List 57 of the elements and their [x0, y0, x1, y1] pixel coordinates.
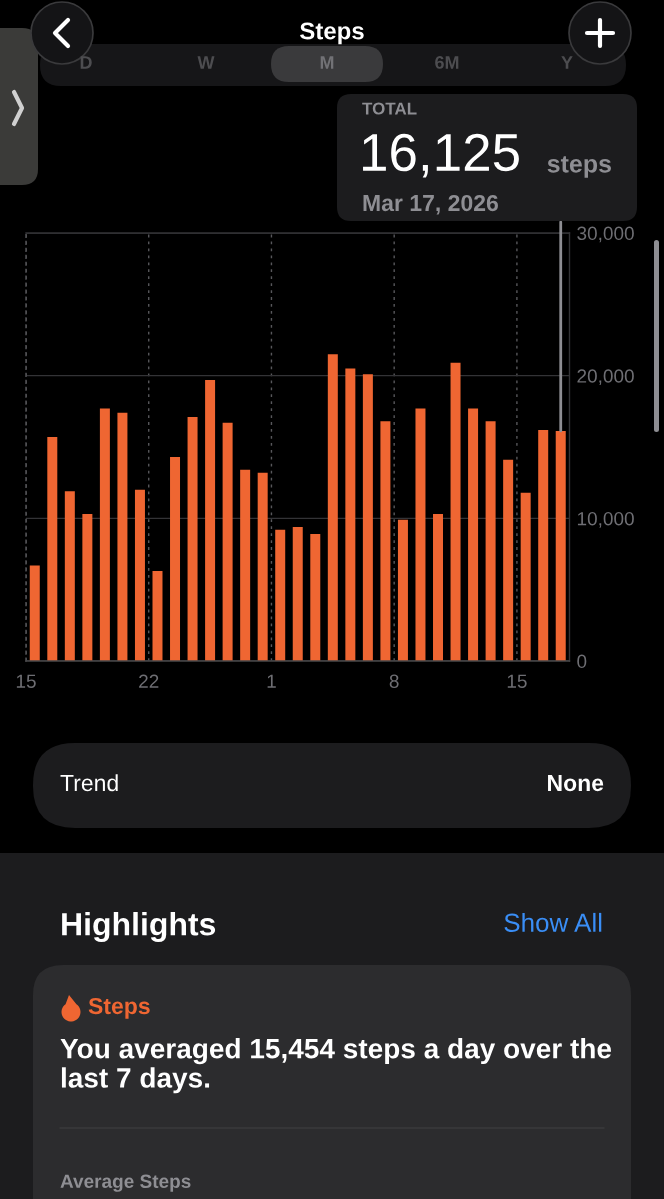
bar — [99, 408, 110, 661]
bar — [82, 514, 93, 661]
bar — [64, 491, 75, 661]
bar — [310, 534, 321, 661]
bar — [503, 459, 514, 661]
bar — [468, 408, 479, 661]
text: Mar 17, 2026 — [363, 194, 498, 215]
y-tick-label: 0 — [577, 654, 587, 669]
text: Highlights — [62, 912, 216, 942]
bar — [538, 429, 549, 661]
x-tick-label: 8 — [389, 674, 399, 688]
bar — [397, 519, 408, 661]
bar — [292, 526, 303, 661]
text: W — [197, 56, 215, 69]
bar — [520, 492, 531, 661]
text: Average Steps — [60, 1174, 191, 1192]
bar — [170, 456, 181, 661]
bar — [327, 354, 338, 661]
bar — [117, 412, 128, 661]
text: Steps — [88, 997, 150, 1019]
bar — [222, 422, 233, 661]
annotation: 16,125 — [363, 133, 519, 178]
bar — [362, 374, 373, 661]
bar — [47, 437, 58, 661]
text: Trend — [60, 774, 118, 792]
y-tick-label: 10,000 — [577, 511, 634, 528]
x-tick-label: 22 — [139, 674, 159, 688]
x-tick-label: 15 — [507, 674, 527, 688]
bar — [152, 571, 163, 661]
bar — [345, 368, 356, 661]
bar — [205, 379, 216, 661]
chart-title: Steps — [300, 22, 364, 45]
text: TOTAL — [362, 102, 417, 115]
bar — [29, 565, 40, 661]
bar — [450, 362, 461, 661]
text: steps — [547, 156, 611, 178]
bar — [134, 489, 145, 661]
bar — [555, 430, 566, 661]
text: None — [548, 775, 604, 792]
y-tick-label: 20,000 — [577, 369, 634, 385]
bar — [275, 529, 286, 661]
bar — [187, 417, 198, 661]
bar — [485, 421, 496, 661]
bar — [380, 421, 391, 661]
text: D — [80, 56, 92, 69]
y-tick-label: 30,000 — [577, 226, 634, 243]
text: Y — [561, 56, 573, 69]
bar — [415, 408, 426, 661]
x-tick-label: 1 — [267, 674, 276, 688]
x-tick-label: 15 — [16, 674, 36, 688]
bar — [240, 469, 251, 661]
text: Show All — [504, 912, 602, 932]
text: 6M — [435, 56, 459, 69]
text: You averaged 15,454 steps a day over the last 7 days. — [60, 1038, 612, 1094]
bar — [257, 472, 268, 661]
text: M — [320, 56, 334, 69]
bar — [433, 514, 443, 661]
